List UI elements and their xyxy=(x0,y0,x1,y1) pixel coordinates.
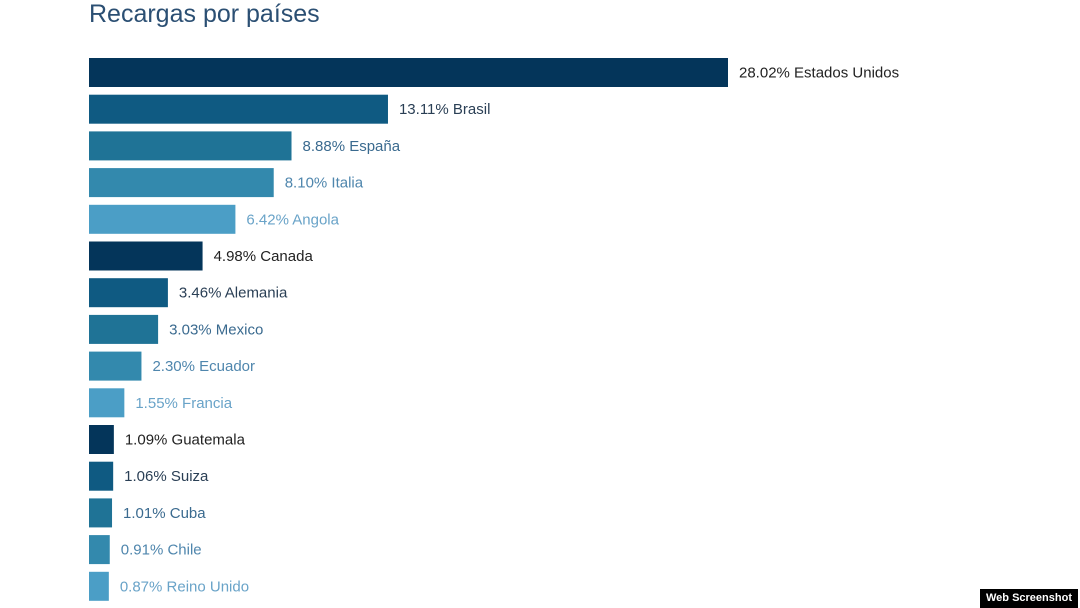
bar-label-reino-unido: 0.87% Reino Unido xyxy=(120,578,249,595)
bar-label-ecuador: 2.30% Ecuador xyxy=(152,358,255,375)
bar-label-angola: 6.42% Angola xyxy=(246,211,339,228)
bar-label-estados-unidos: 28.02% Estados Unidos xyxy=(739,65,899,82)
bar-label-francia: 1.55% Francia xyxy=(135,395,232,412)
bar-reino-unido xyxy=(89,571,109,601)
bar-label-chile: 0.91% Chile xyxy=(121,542,202,559)
chart-title: Recargas por países xyxy=(89,0,320,28)
bar-label-brasil: 13.11% Brasil xyxy=(399,101,490,118)
bar-italia xyxy=(89,168,274,198)
watermark-badge: Web Screenshot xyxy=(980,589,1078,608)
bar-brasil xyxy=(89,94,388,124)
bar-guatemala xyxy=(89,425,114,454)
bar-label-españa: 8.88% España xyxy=(303,138,401,155)
bar-label-alemania: 3.46% Alemania xyxy=(179,285,288,302)
bar-estados-unidos xyxy=(89,58,728,87)
bar-chile xyxy=(89,535,110,565)
bar-españa xyxy=(89,131,292,161)
bar-label-guatemala: 1.09% Guatemala xyxy=(125,432,246,449)
bar-label-italia: 8.10% Italia xyxy=(285,175,364,192)
bar-angola xyxy=(89,204,236,234)
bar-ecuador xyxy=(89,351,142,381)
bar-label-canada: 4.98% Canada xyxy=(214,248,314,265)
bar-label-mexico: 3.03% Mexico xyxy=(169,321,263,338)
bar-canada xyxy=(89,241,203,271)
bar-cuba xyxy=(89,498,113,528)
bar-label-suiza: 1.06% Suiza xyxy=(124,468,209,485)
bar-suiza xyxy=(89,461,114,491)
bar-label-cuba: 1.01% Cuba xyxy=(123,505,206,522)
bar-francia xyxy=(89,388,125,418)
bar-alemania xyxy=(89,278,168,308)
bar-mexico xyxy=(89,314,159,344)
